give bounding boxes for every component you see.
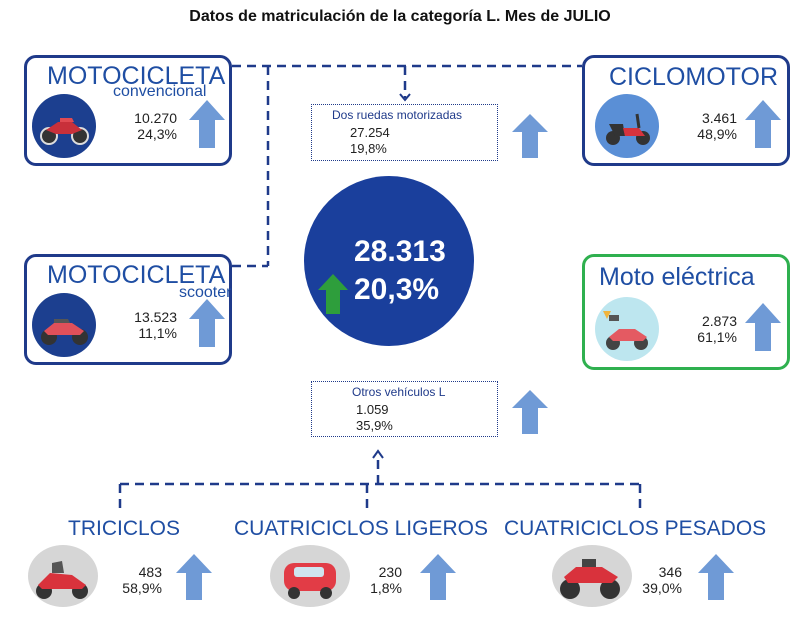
up-arrow-icon <box>745 303 781 351</box>
moped-icon <box>595 94 659 158</box>
triciclos-title: TRICICLOS <box>68 517 181 540</box>
percent: 19,8% <box>350 141 387 156</box>
up-arrow-icon <box>698 554 734 600</box>
cuatriciclos-ligeros-value: 230 <box>378 564 402 580</box>
total-circle: 28.313 20,3% <box>304 176 474 346</box>
percent: 48,9% <box>697 126 737 142</box>
value: 3.461 <box>701 110 737 126</box>
up-arrow-green-icon <box>318 274 348 314</box>
value: 27.254 <box>350 125 390 140</box>
otros-box: Otros vehículos L 1.059 35,9% <box>311 381 498 437</box>
up-arrow-icon <box>176 554 212 600</box>
card-moto-convencional: MOTOCICLETA convencional 10.270 24,3% <box>24 55 232 166</box>
up-arrow-icon <box>420 554 456 600</box>
cuatriciclos-pesados-title: CUATRICICLOS PESADOS <box>504 517 767 540</box>
percent: 61,1% <box>697 329 737 345</box>
value: 13.523 <box>134 309 177 325</box>
card-subtitle: convencional <box>113 83 207 100</box>
cuatriciclos-ligeros-title: CUATRICICLOS LIGEROS <box>234 517 488 540</box>
scooter-icon <box>32 293 96 357</box>
dos-ruedas-box: Dos ruedas motorizadas 27.254 19,8% <box>311 104 498 161</box>
cuatriciclos-pesados-value: 346 <box>658 564 682 580</box>
card-title: MOTOCICLETA <box>47 261 226 289</box>
up-arrow-icon <box>512 114 548 158</box>
triciclos-value: 483 <box>138 564 162 580</box>
card-title: Moto eléctrica <box>599 263 755 291</box>
card-title: MOTOCICLETA <box>47 62 226 90</box>
card-moto-scooter: MOTOCICLETA scooter 13.523 11,1% <box>24 254 232 365</box>
card-ciclomotor: CICLOMOTOR 3.461 48,9% <box>582 55 790 166</box>
card-title: CICLOMOTOR <box>609 63 778 91</box>
tricycle-icon <box>28 545 98 607</box>
up-arrow-icon <box>745 100 781 148</box>
cuatriciclos-ligeros-percent: 1,8% <box>370 580 402 596</box>
card-moto-electrica: Moto eléctrica 2.873 61,1% <box>582 254 790 370</box>
triciclos-percent: 58,9% <box>122 580 162 596</box>
motorcycle-icon <box>32 94 96 158</box>
percent: 24,3% <box>137 126 177 142</box>
percent: 11,1% <box>138 325 177 341</box>
value: 2.873 <box>701 313 737 329</box>
up-arrow-icon <box>189 299 225 347</box>
value: 10.270 <box>134 110 177 126</box>
value: 1.059 <box>356 402 389 417</box>
quad-icon <box>552 545 632 607</box>
total-percent: 20,3% <box>354 273 440 306</box>
box-label: Otros vehículos L <box>352 385 446 399</box>
page-title: Datos de matriculación de la categoría L… <box>189 8 611 25</box>
cuatriciclos-pesados-percent: 39,0% <box>642 580 682 596</box>
total-value: 28.313 <box>354 235 446 268</box>
microcar-icon <box>270 545 350 607</box>
box-label: Dos ruedas motorizadas <box>332 108 463 122</box>
electric-scooter-icon <box>595 297 659 361</box>
percent: 35,9% <box>356 418 393 433</box>
up-arrow-icon <box>189 100 225 148</box>
card-subtitle: scooter <box>179 284 232 301</box>
up-arrow-icon <box>512 390 548 434</box>
